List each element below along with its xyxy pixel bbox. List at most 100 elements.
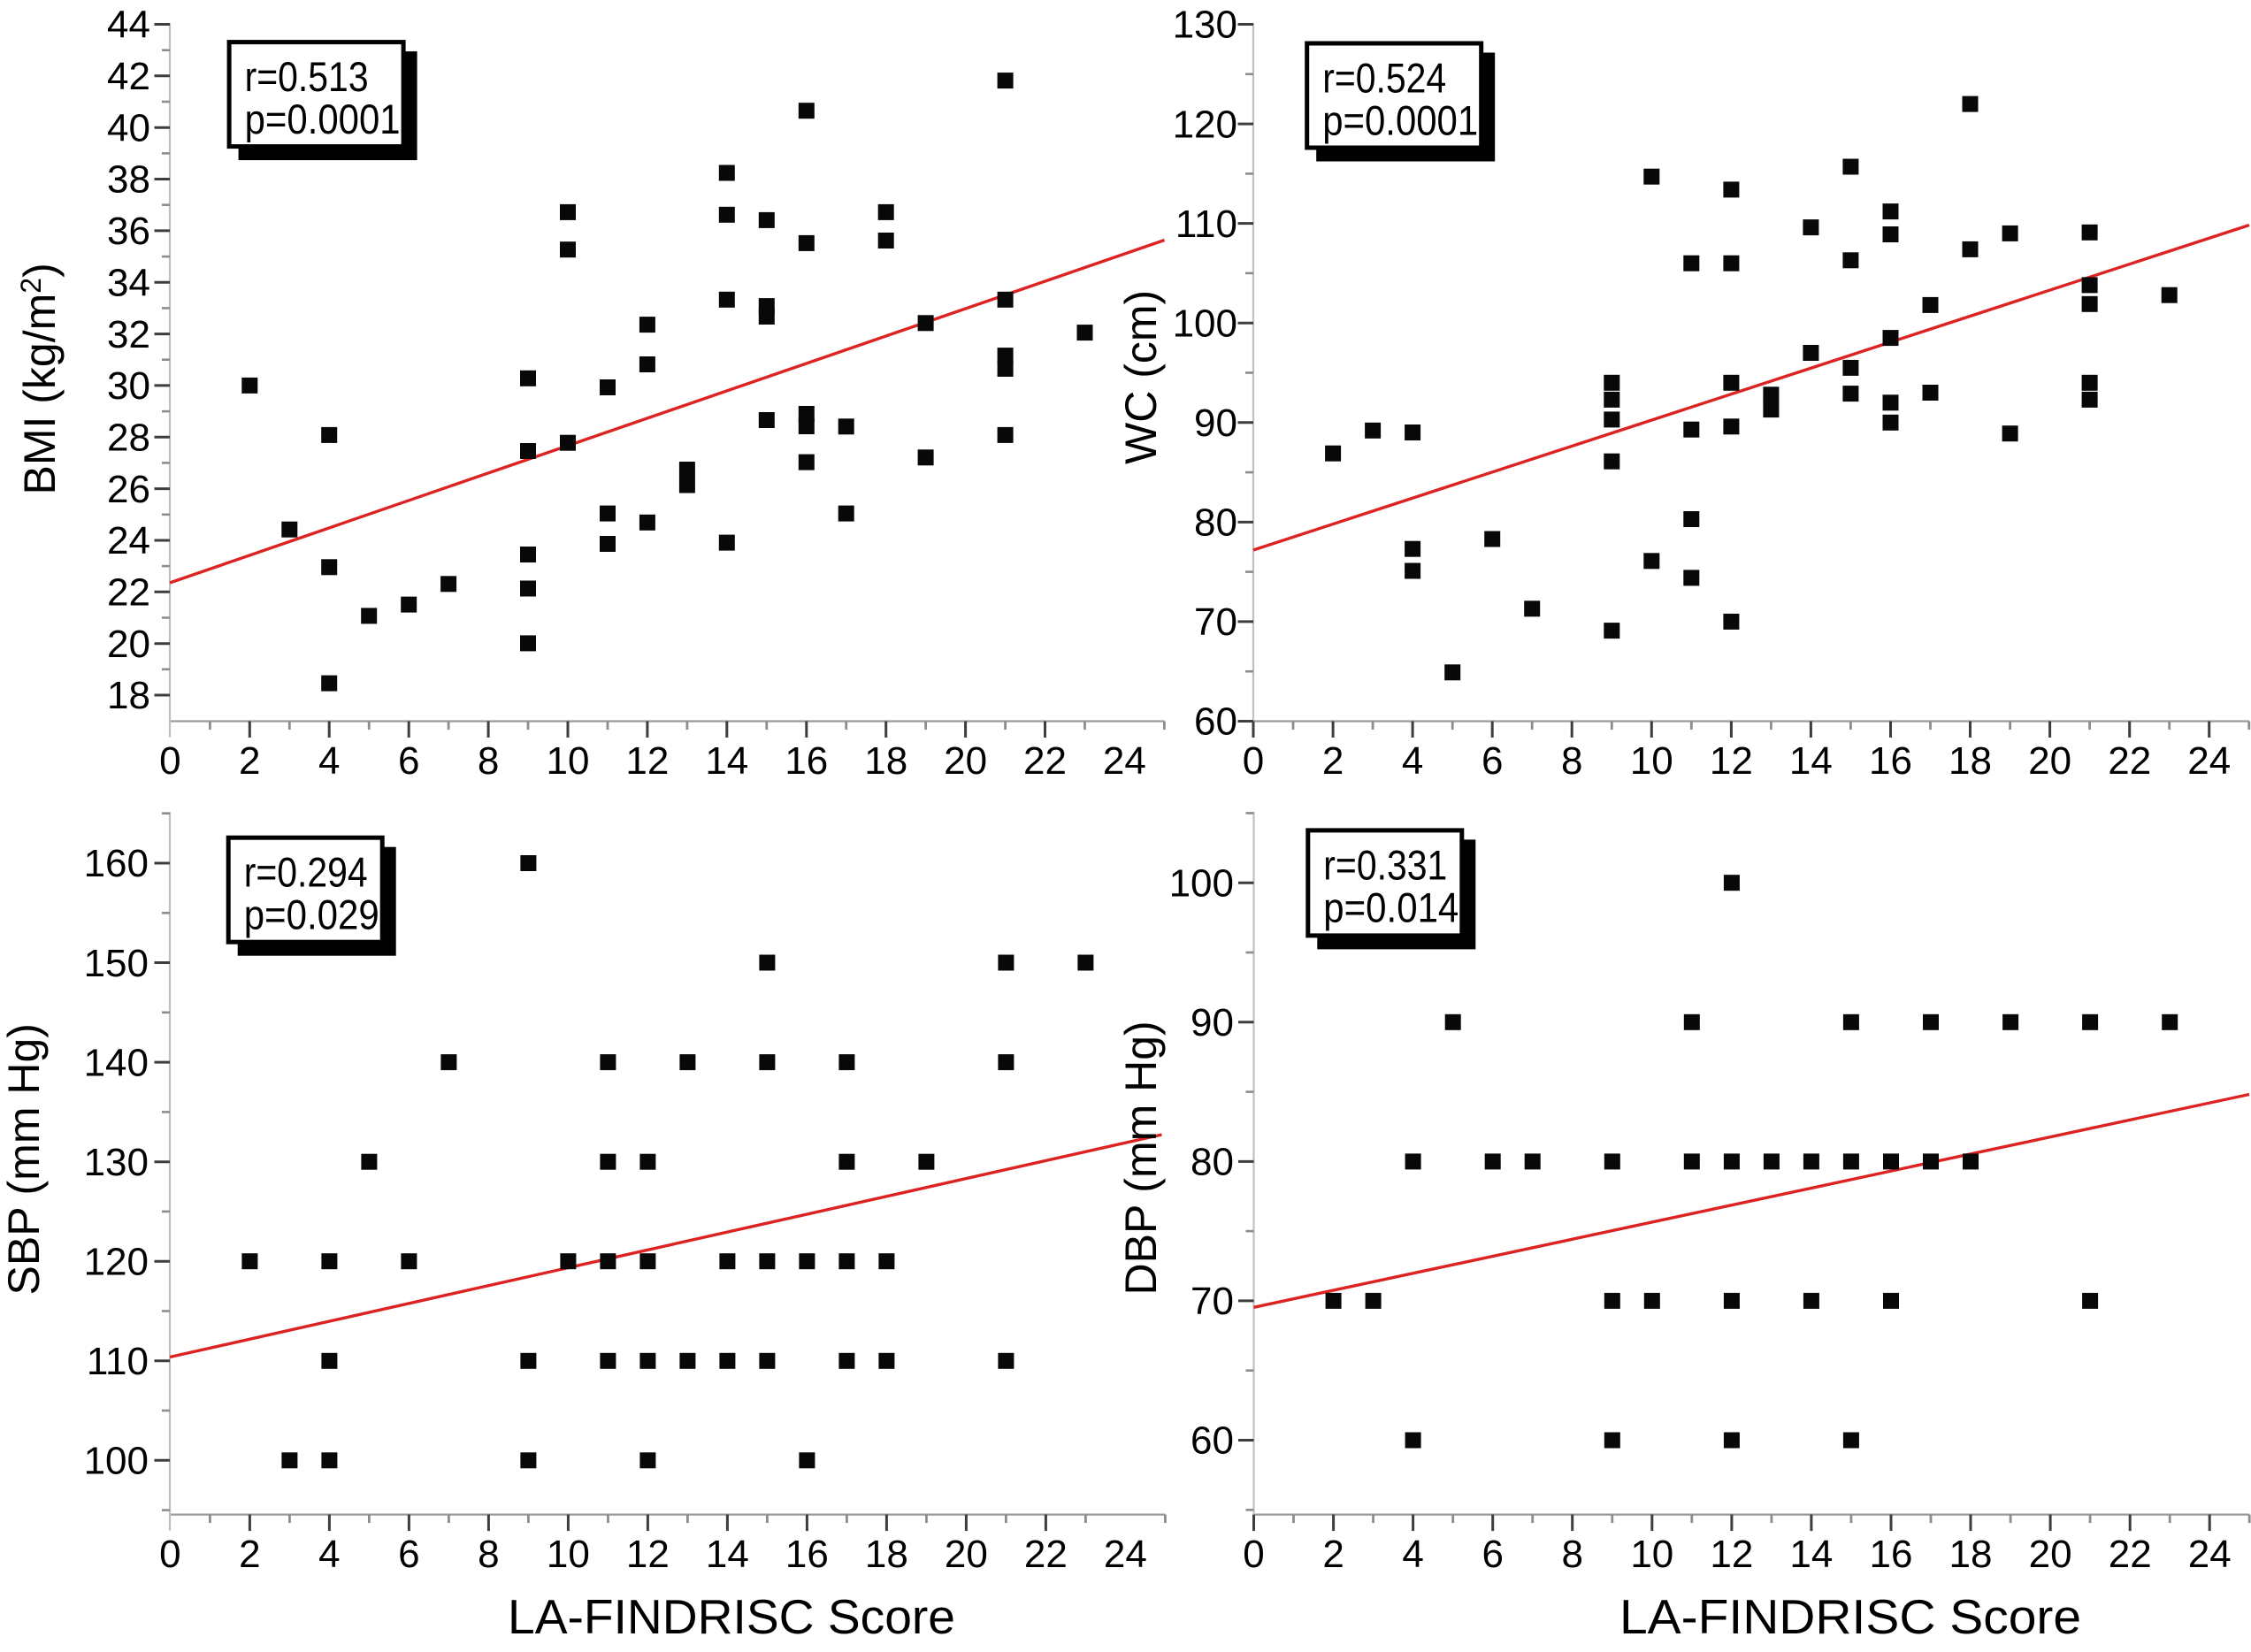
svg-text:70: 70 xyxy=(1191,1280,1234,1323)
svg-text:WC (cm): WC (cm) xyxy=(1116,290,1166,464)
svg-text:8: 8 xyxy=(1561,739,1582,783)
svg-text:14: 14 xyxy=(706,1533,749,1576)
svg-text:24: 24 xyxy=(107,519,150,562)
svg-text:4: 4 xyxy=(318,739,340,783)
svg-text:8: 8 xyxy=(478,739,499,783)
svg-text:SBP (mm Hg): SBP (mm Hg) xyxy=(0,1023,49,1295)
svg-text:8: 8 xyxy=(1561,1533,1582,1576)
svg-text:110: 110 xyxy=(1175,203,1237,246)
svg-text:20: 20 xyxy=(2028,739,2071,783)
svg-text:10: 10 xyxy=(547,739,590,783)
svg-text:0: 0 xyxy=(159,1533,180,1576)
svg-text:LA-FINDRISC Score: LA-FINDRISC Score xyxy=(1619,1589,2081,1644)
svg-text:0: 0 xyxy=(1243,1533,1264,1576)
svg-text:22: 22 xyxy=(107,571,150,615)
svg-text:LA-FINDRISC Score: LA-FINDRISC Score xyxy=(508,1589,955,1644)
svg-text:10: 10 xyxy=(547,1533,590,1576)
svg-text:18: 18 xyxy=(1949,739,1992,783)
svg-text:4: 4 xyxy=(1402,1533,1423,1576)
svg-text:18: 18 xyxy=(1949,1533,1993,1576)
svg-text:60: 60 xyxy=(1191,1419,1234,1463)
svg-text:22: 22 xyxy=(2109,1533,2152,1576)
svg-text:6: 6 xyxy=(1482,739,1503,783)
svg-text:18: 18 xyxy=(865,1533,908,1576)
svg-text:140: 140 xyxy=(84,1041,149,1084)
svg-text:2: 2 xyxy=(1322,1533,1344,1576)
svg-text:22: 22 xyxy=(1023,739,1067,783)
svg-text:2: 2 xyxy=(239,739,260,783)
svg-text:p=0.0001: p=0.0001 xyxy=(245,96,401,142)
svg-text:4: 4 xyxy=(1402,739,1423,783)
svg-text:24: 24 xyxy=(2187,739,2231,783)
svg-text:90: 90 xyxy=(1191,1001,1234,1044)
svg-text:6: 6 xyxy=(398,739,419,783)
svg-text:120: 120 xyxy=(1173,103,1237,146)
svg-text:12: 12 xyxy=(1710,739,1753,783)
svg-text:100: 100 xyxy=(1169,861,1234,905)
svg-text:14: 14 xyxy=(1789,739,1833,783)
svg-text:80: 80 xyxy=(1191,1141,1234,1184)
svg-text:34: 34 xyxy=(107,261,150,304)
svg-text:22: 22 xyxy=(1024,1533,1068,1576)
svg-text:16: 16 xyxy=(785,1533,829,1576)
svg-text:100: 100 xyxy=(84,1440,149,1483)
svg-text:16: 16 xyxy=(1869,739,1912,783)
svg-text:160: 160 xyxy=(84,842,149,885)
svg-text:26: 26 xyxy=(107,468,150,511)
svg-text:0: 0 xyxy=(1243,739,1264,783)
svg-text:p=0.029: p=0.029 xyxy=(244,891,379,938)
svg-text:10: 10 xyxy=(1630,739,1673,783)
svg-text:10: 10 xyxy=(1630,1533,1673,1576)
svg-text:6: 6 xyxy=(398,1533,419,1576)
svg-text:22: 22 xyxy=(2108,739,2151,783)
svg-text:12: 12 xyxy=(625,739,669,783)
svg-text:42: 42 xyxy=(107,55,150,98)
svg-text:70: 70 xyxy=(1194,600,1237,644)
svg-text:32: 32 xyxy=(107,313,150,356)
svg-text:0: 0 xyxy=(159,739,180,783)
svg-text:DBP (mm Hg): DBP (mm Hg) xyxy=(1116,1021,1166,1295)
svg-text:2: 2 xyxy=(1322,739,1344,783)
svg-text:30: 30 xyxy=(107,364,150,408)
svg-text:20: 20 xyxy=(945,1533,988,1576)
svg-text:20: 20 xyxy=(107,623,150,666)
svg-text:38: 38 xyxy=(107,158,150,202)
svg-text:4: 4 xyxy=(318,1533,340,1576)
svg-text:BMI (kg/m2): BMI (kg/m2) xyxy=(15,263,65,494)
svg-text:r=0.524: r=0.524 xyxy=(1322,55,1446,102)
svg-text:16: 16 xyxy=(1870,1533,1913,1576)
svg-text:130: 130 xyxy=(84,1141,149,1184)
svg-text:40: 40 xyxy=(107,106,150,149)
svg-text:p=0.014: p=0.014 xyxy=(1323,883,1459,930)
svg-text:12: 12 xyxy=(1710,1533,1753,1576)
svg-text:r=0.513: r=0.513 xyxy=(245,53,369,100)
svg-text:14: 14 xyxy=(1789,1533,1833,1576)
svg-text:2: 2 xyxy=(239,1533,260,1576)
svg-text:24: 24 xyxy=(1103,739,1146,783)
svg-text:18: 18 xyxy=(107,674,150,717)
svg-text:18: 18 xyxy=(864,739,907,783)
svg-text:130: 130 xyxy=(1173,4,1237,47)
svg-text:8: 8 xyxy=(478,1533,499,1576)
svg-text:44: 44 xyxy=(107,4,150,47)
svg-text:20: 20 xyxy=(944,739,987,783)
svg-text:120: 120 xyxy=(84,1240,149,1283)
svg-text:24: 24 xyxy=(1104,1533,1147,1576)
svg-text:150: 150 xyxy=(84,942,149,985)
svg-text:80: 80 xyxy=(1194,501,1237,545)
svg-text:r=0.331: r=0.331 xyxy=(1323,841,1447,888)
svg-text:6: 6 xyxy=(1482,1533,1503,1576)
svg-text:16: 16 xyxy=(785,739,828,783)
svg-text:24: 24 xyxy=(2188,1533,2232,1576)
svg-text:p=0.0001: p=0.0001 xyxy=(1322,97,1478,144)
svg-text:12: 12 xyxy=(626,1533,670,1576)
svg-text:90: 90 xyxy=(1194,402,1237,445)
svg-text:100: 100 xyxy=(1173,302,1237,345)
svg-text:110: 110 xyxy=(87,1340,149,1383)
svg-text:r=0.294: r=0.294 xyxy=(244,849,368,896)
svg-text:14: 14 xyxy=(705,739,748,783)
svg-text:20: 20 xyxy=(2029,1533,2072,1576)
svg-text:60: 60 xyxy=(1194,700,1237,744)
svg-text:28: 28 xyxy=(107,417,150,460)
svg-text:36: 36 xyxy=(107,210,150,253)
